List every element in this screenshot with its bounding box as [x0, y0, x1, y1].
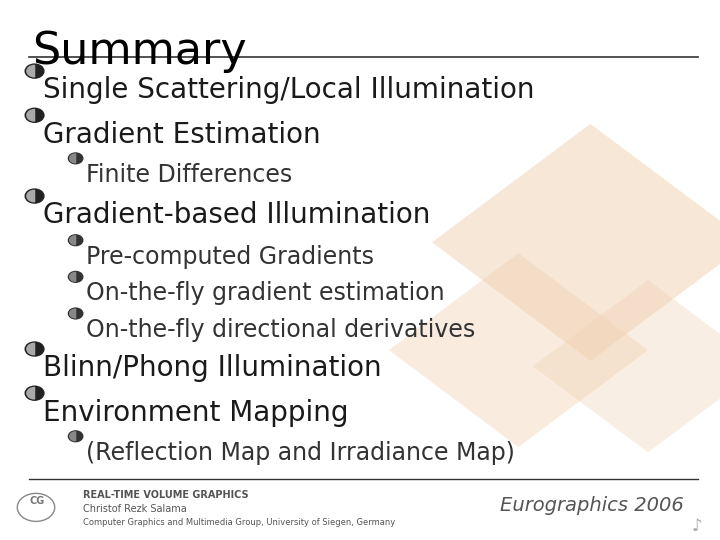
Polygon shape [389, 253, 648, 447]
Circle shape [68, 308, 83, 319]
Wedge shape [27, 343, 35, 355]
Text: ♪: ♪ [691, 517, 702, 535]
Wedge shape [70, 309, 76, 318]
Text: Blinn/Phong Illumination: Blinn/Phong Illumination [43, 354, 382, 382]
Text: Gradient Estimation: Gradient Estimation [43, 120, 321, 148]
Circle shape [68, 235, 83, 246]
Text: REAL-TIME VOLUME GRAPHICS: REAL-TIME VOLUME GRAPHICS [83, 490, 248, 500]
Circle shape [68, 272, 83, 282]
Text: On-the-fly gradient estimation: On-the-fly gradient estimation [86, 281, 445, 305]
Text: Single Scattering/Local Illumination: Single Scattering/Local Illumination [43, 77, 535, 104]
Wedge shape [70, 273, 76, 281]
Text: Eurographics 2006: Eurographics 2006 [500, 496, 684, 515]
Text: On-the-fly directional derivatives: On-the-fly directional derivatives [86, 318, 476, 342]
Wedge shape [70, 154, 76, 163]
Wedge shape [27, 110, 35, 121]
Text: Environment Mapping: Environment Mapping [43, 399, 348, 427]
Wedge shape [70, 432, 76, 441]
Polygon shape [432, 124, 720, 361]
Wedge shape [27, 388, 35, 399]
Text: Pre-computed Gradients: Pre-computed Gradients [86, 245, 374, 268]
Circle shape [25, 342, 44, 356]
Circle shape [68, 153, 83, 164]
Circle shape [68, 431, 83, 442]
Circle shape [25, 189, 44, 203]
Circle shape [25, 386, 44, 400]
Wedge shape [27, 65, 35, 77]
Text: CG: CG [30, 496, 45, 505]
Text: Computer Graphics and Multimedia Group, University of Siegen, Germany: Computer Graphics and Multimedia Group, … [83, 518, 395, 527]
Polygon shape [533, 280, 720, 453]
Text: Christof Rezk Salama: Christof Rezk Salama [83, 504, 186, 514]
Circle shape [25, 64, 44, 78]
Text: Gradient-based Illumination: Gradient-based Illumination [43, 201, 431, 229]
Text: Summary: Summary [32, 30, 247, 72]
Wedge shape [27, 190, 35, 202]
Text: Finite Differences: Finite Differences [86, 163, 292, 187]
Circle shape [25, 108, 44, 122]
Wedge shape [70, 236, 76, 245]
Text: (Reflection Map and Irradiance Map): (Reflection Map and Irradiance Map) [86, 441, 516, 464]
